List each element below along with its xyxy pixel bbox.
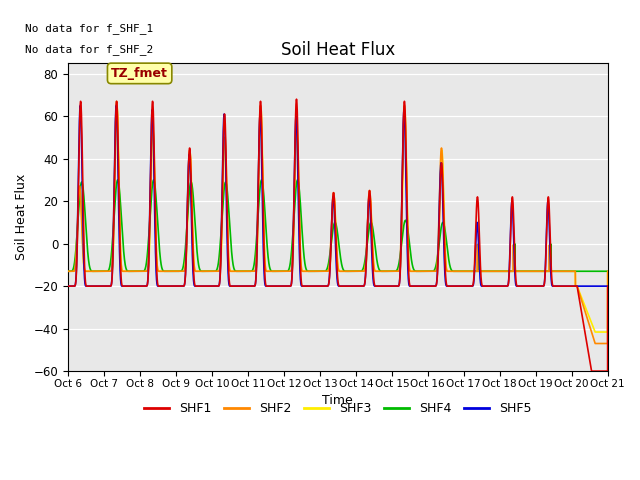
SHF3: [604, 268, 612, 274]
SHF2: [591, 341, 599, 347]
SHF2: [319, 268, 327, 274]
SHF5: [575, 283, 582, 289]
SHF5: [113, 103, 120, 108]
SHF1: [581, 330, 589, 336]
SHF2: [575, 288, 582, 293]
SHF1: [588, 368, 595, 374]
Y-axis label: Soil Heat Flux: Soil Heat Flux: [15, 174, 28, 260]
Legend: SHF1, SHF2, SHF3, SHF4, SHF5: SHF1, SHF2, SHF3, SHF4, SHF5: [140, 397, 536, 420]
SHF3: [474, 242, 482, 248]
SHF3: [591, 329, 599, 335]
SHF2: [64, 268, 72, 274]
SHF3: [319, 268, 327, 274]
SHF4: [581, 268, 589, 274]
Line: SHF1: SHF1: [68, 99, 608, 371]
Text: TZ_fmet: TZ_fmet: [111, 67, 168, 80]
SHF3: [575, 287, 582, 292]
SHF4: [319, 268, 327, 274]
SHF5: [474, 225, 482, 231]
SHF5: [248, 283, 255, 289]
SHF4: [459, 268, 467, 274]
Text: No data for f_SHF_2: No data for f_SHF_2: [25, 45, 153, 56]
Text: No data for f_SHF_1: No data for f_SHF_1: [25, 23, 153, 34]
Line: SHF2: SHF2: [68, 101, 608, 344]
SHF3: [459, 268, 467, 274]
SHF1: [248, 283, 255, 289]
SHF4: [64, 268, 72, 274]
SHF2: [474, 268, 482, 274]
SHF5: [64, 283, 72, 289]
SHF1: [64, 283, 72, 289]
SHF5: [319, 283, 327, 289]
SHF3: [581, 303, 589, 309]
Title: Soil Heat Flux: Soil Heat Flux: [281, 41, 395, 59]
SHF2: [604, 268, 612, 274]
SHF1: [292, 96, 300, 102]
SHF2: [581, 309, 589, 314]
Line: SHF3: SHF3: [68, 106, 608, 332]
SHF1: [474, 195, 482, 201]
SHF3: [248, 268, 255, 274]
SHF5: [581, 283, 589, 289]
SHF1: [459, 283, 467, 289]
SHF2: [113, 98, 120, 104]
SHF5: [459, 283, 467, 289]
SHF3: [64, 268, 72, 274]
SHF4: [248, 268, 255, 274]
SHF5: [604, 283, 612, 289]
SHF4: [604, 268, 612, 274]
SHF2: [459, 268, 467, 274]
SHF3: [113, 103, 121, 108]
SHF2: [248, 268, 255, 274]
SHF1: [575, 291, 582, 297]
X-axis label: Time: Time: [323, 394, 353, 408]
SHF1: [604, 283, 612, 289]
SHF4: [294, 177, 301, 183]
SHF4: [474, 268, 482, 274]
SHF1: [319, 283, 327, 289]
Line: SHF5: SHF5: [68, 106, 608, 286]
Line: SHF4: SHF4: [68, 180, 608, 271]
SHF4: [575, 268, 582, 274]
